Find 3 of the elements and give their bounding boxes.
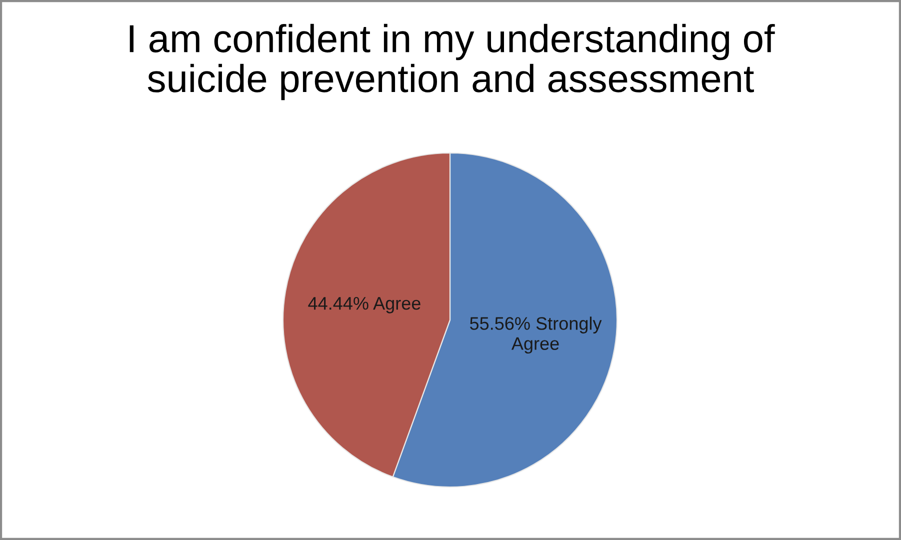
- text: 44.44% Agree: [308, 297, 420, 314]
- slice-label: 55.56% Strongly Agree: [470, 316, 602, 354]
- chart-title: I am confident in my understanding of suicide prevention and assessment: [130, 24, 775, 100]
